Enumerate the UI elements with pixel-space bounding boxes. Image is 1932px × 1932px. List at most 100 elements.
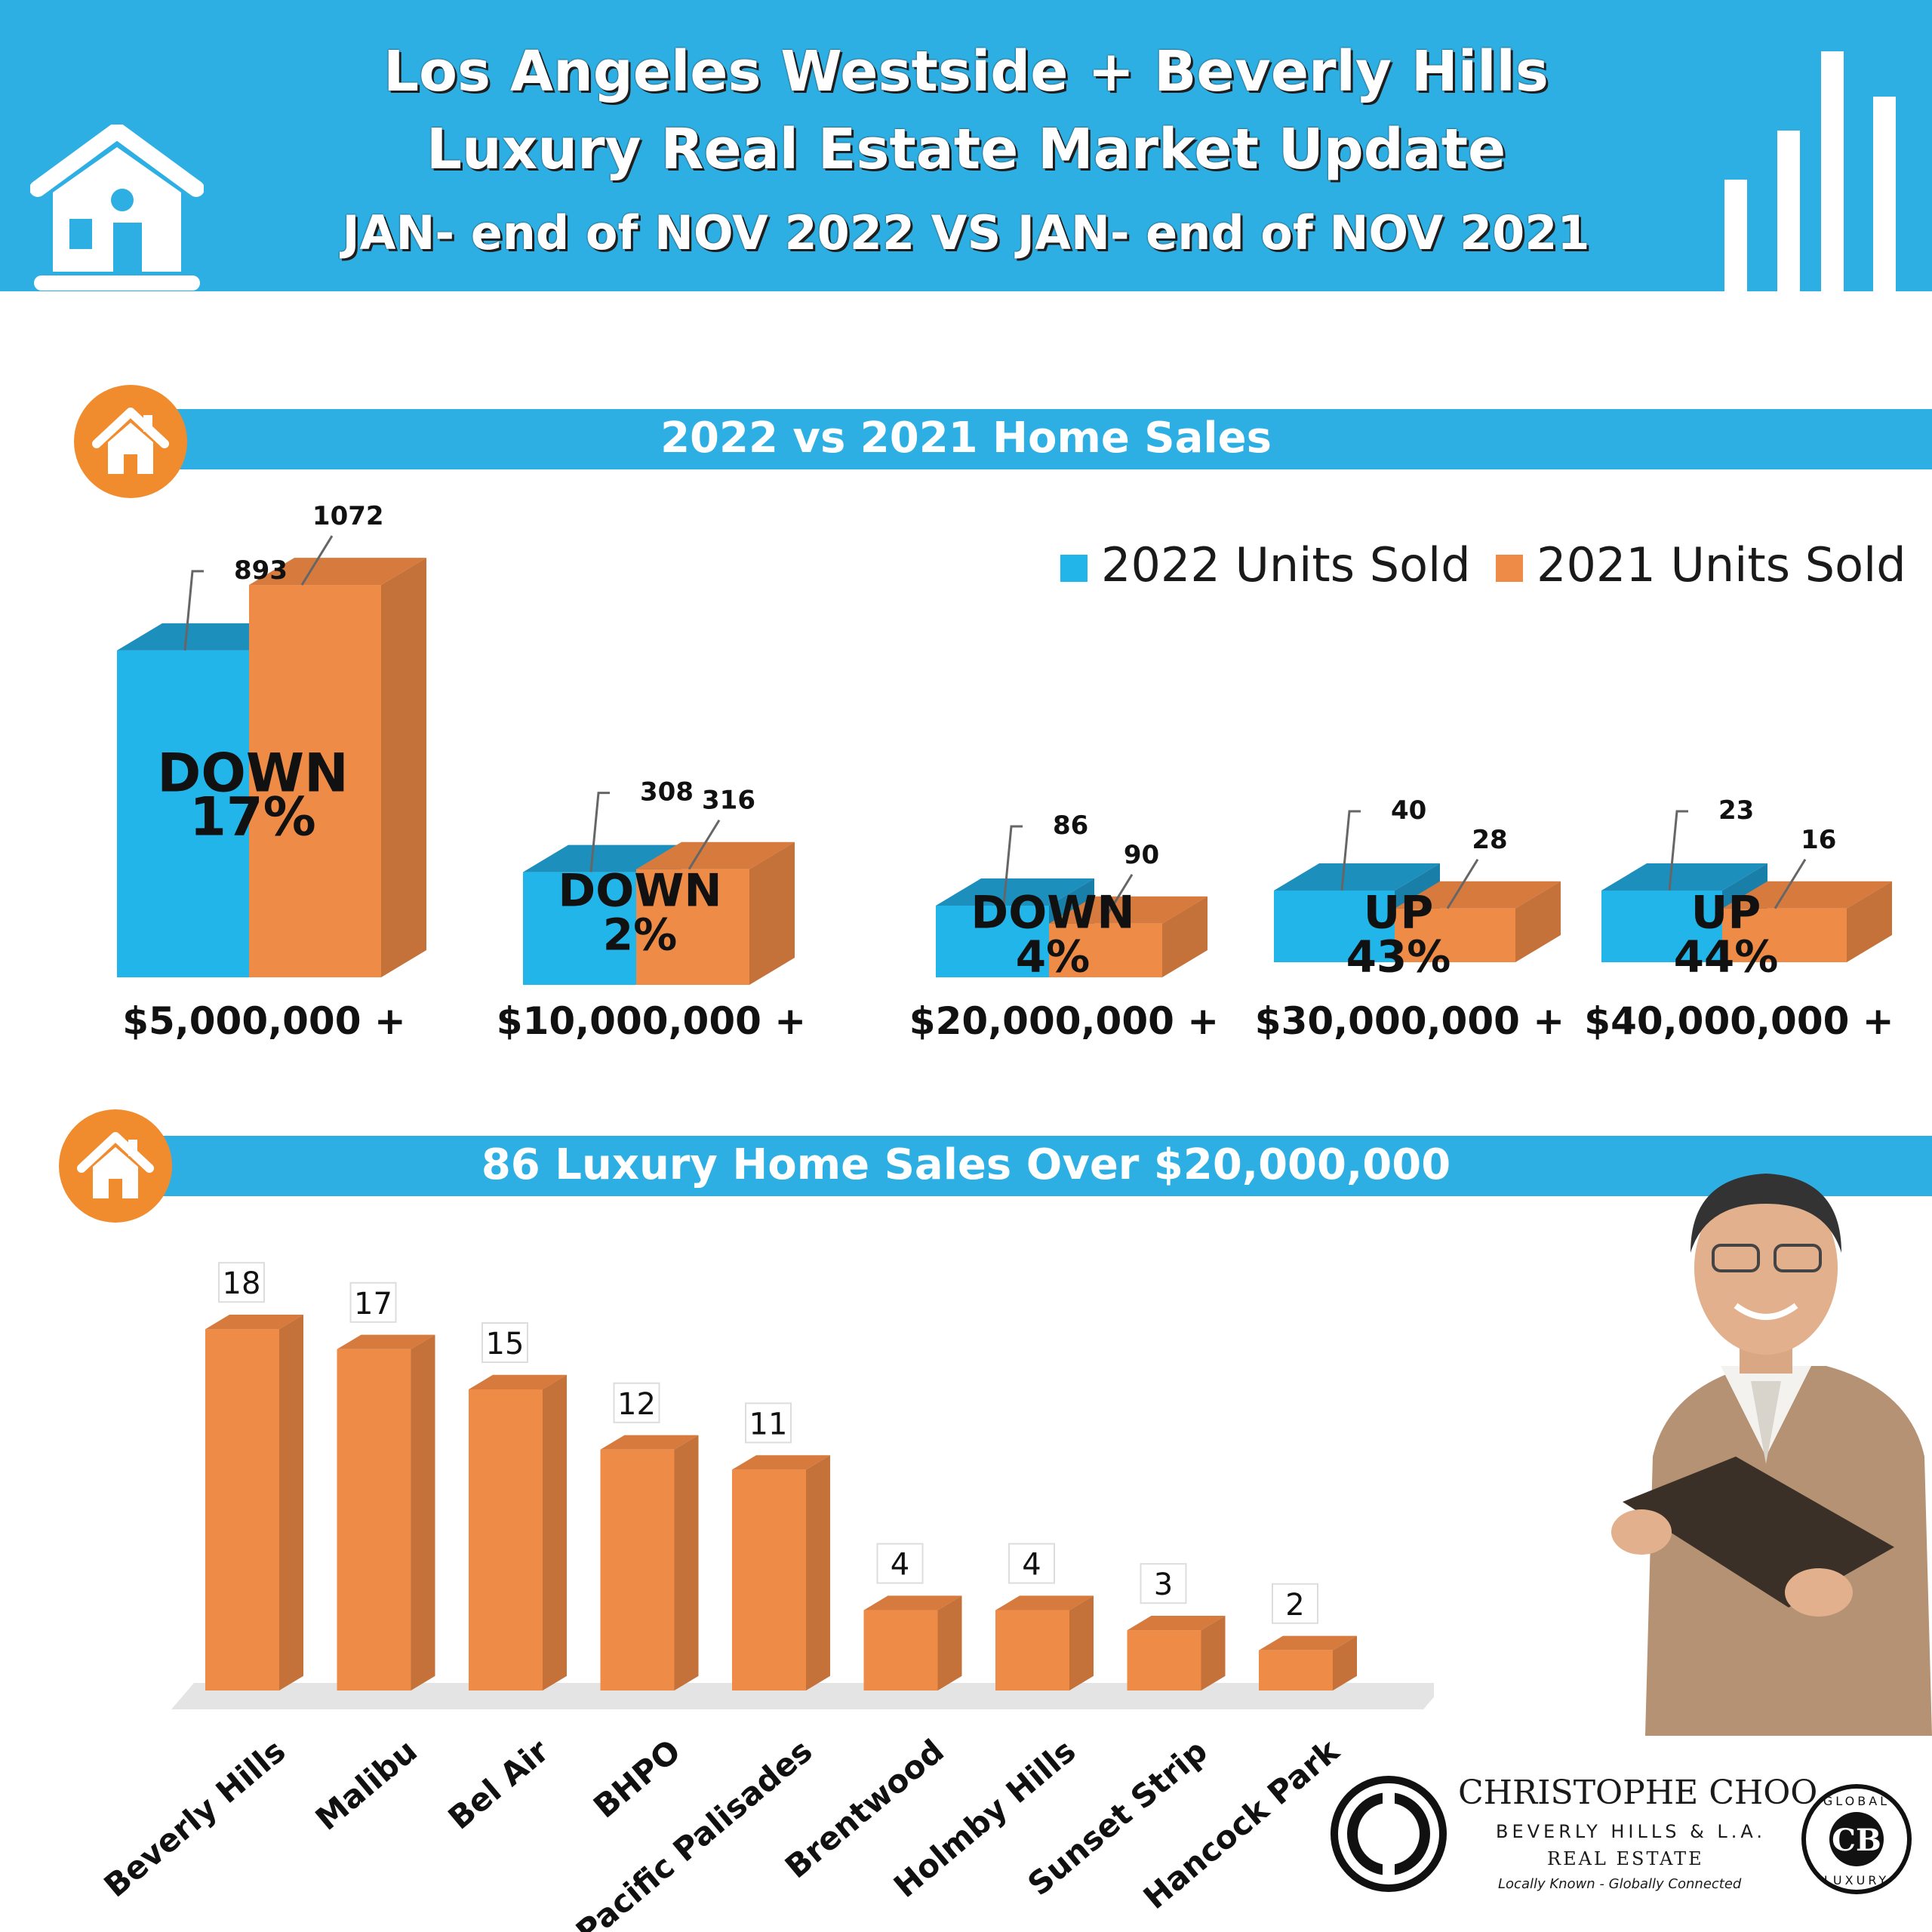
bar-2021-0 [249, 558, 426, 977]
agent-subtitle-line1: BEVERLY HILLS & L.A. [1496, 1821, 1767, 1842]
christophe-choo-logo-icon [1331, 1776, 1447, 1892]
leader-2021-0 [300, 535, 334, 586]
date-range-subtitle: JAN- end of NOV 2022 VS JAN- end of NOV … [342, 205, 1590, 260]
bar-7 [1127, 1616, 1226, 1690]
bar-8 [1259, 1635, 1357, 1690]
section1-badge [74, 385, 187, 498]
value-box-7 [1140, 1563, 1187, 1604]
leader-2021-3 [1446, 858, 1479, 909]
value-label-2022-0: 893 [234, 555, 288, 586]
change-direction-3: UP [1364, 886, 1434, 939]
bar-2021-2 [1049, 896, 1208, 977]
neighborhood-sales-chart: 18 Beverly Hills 17 Malibu 15 Bel Air 12 BHPO 11… [97, 1262, 1434, 1932]
bar-2021-3 [1395, 881, 1561, 962]
section2-title: 86 Luxury Home Sales Over $20,000,000 [481, 1140, 1451, 1189]
leader-2021-2 [1100, 873, 1134, 924]
leader-2022-1 [589, 792, 610, 872]
leader-2022-2 [1002, 825, 1023, 906]
legend-label-2021: 2021 Units Sold [1537, 537, 1906, 592]
change-percent-0: 17% [189, 786, 316, 848]
value-box-4 [745, 1402, 792, 1444]
agent-subtitle-line2: REAL ESTATE [1547, 1848, 1704, 1869]
category-label-0: $5,000,000 + [122, 999, 406, 1043]
section1-title: 2022 vs 2021 Home Sales [660, 414, 1272, 463]
bar-0 [205, 1315, 303, 1690]
change-percent-4: 44% [1674, 931, 1779, 982]
value-label-2022-4: 23 [1718, 795, 1754, 826]
value-label-2022-3: 40 [1391, 795, 1426, 826]
category-label-1: Malibu [309, 1732, 424, 1838]
value-label-2021-1: 316 [702, 786, 755, 816]
home-icon [77, 1132, 154, 1198]
change-percent-1: 2% [603, 909, 677, 960]
value-box-6 [1008, 1543, 1055, 1584]
value-box-2 [481, 1322, 528, 1363]
change-direction-4: UP [1691, 886, 1761, 939]
category-label-3: BHPO [586, 1732, 688, 1825]
section2-badge [59, 1109, 172, 1223]
agent-tagline: Locally Known - Globally Connected [1498, 1876, 1742, 1892]
value-box-1 [349, 1281, 397, 1323]
bar-4 [732, 1455, 830, 1690]
change-direction-1: DOWN [558, 864, 721, 917]
agent-portrait [1611, 1174, 1932, 1736]
leader-2022-0 [183, 570, 204, 651]
main-title-line1: Los Angeles Westside + Beverly Hills [383, 39, 1549, 104]
bar-2 [469, 1374, 567, 1690]
legend-item-2021: 2021 Units Sold [1496, 537, 1906, 592]
header-banner: Los Angeles Westside + Beverly Hills Lux… [0, 0, 1932, 291]
leader-2021-1 [688, 819, 721, 870]
svg-text:LUXURY: LUXURY [1824, 1873, 1889, 1887]
value-label-8: 2 [1285, 1588, 1304, 1623]
value-label-2021-0: 1072 [312, 501, 384, 531]
value-label-7: 3 [1154, 1567, 1173, 1602]
legend-swatch-orange [1496, 554, 1523, 582]
house-icon [30, 125, 204, 291]
global-luxury-badge-icon: CB GLOBAL LUXURY [1801, 1784, 1912, 1894]
category-label-0: Beverly Hills [97, 1732, 293, 1904]
svg-text:CB: CB [1832, 1823, 1881, 1858]
bar-1 [337, 1334, 435, 1690]
category-label-2: Bel Air [441, 1732, 556, 1837]
value-label-2021-3: 28 [1472, 825, 1507, 855]
leader-2022-3 [1340, 810, 1361, 891]
change-percent-2: 4% [1016, 931, 1090, 982]
home-icon [92, 408, 169, 474]
section1-band [151, 409, 1932, 469]
category-label-3: $30,000,000 + [1255, 999, 1564, 1043]
bar-3 [600, 1435, 699, 1690]
category-label-1: $10,000,000 + [497, 999, 806, 1043]
agent-name: CHRISTOPHE CHOO [1458, 1774, 1818, 1812]
value-label-2: 15 [486, 1327, 525, 1361]
bar-6 [995, 1595, 1094, 1690]
value-box-8 [1272, 1583, 1318, 1624]
bar-5 [863, 1595, 962, 1690]
value-label-3: 12 [617, 1387, 656, 1422]
svg-text:GLOBAL: GLOBAL [1823, 1794, 1890, 1808]
value-label-2022-1: 308 [640, 777, 694, 808]
value-label-2021-2: 90 [1124, 840, 1159, 870]
change-percent-3: 43% [1346, 931, 1451, 982]
value-label-2022-2: 86 [1053, 811, 1088, 841]
leader-2021-4 [1774, 858, 1807, 909]
bar-2021-1 [636, 841, 795, 985]
value-label-6: 4 [1022, 1548, 1041, 1583]
value-label-0: 18 [223, 1266, 261, 1301]
main-title-line2: Luxury Real Estate Market Update [426, 117, 1506, 182]
category-label-2: $20,000,000 + [909, 999, 1219, 1043]
value-label-2021-4: 16 [1801, 825, 1836, 855]
bar-chart-icon [1724, 51, 1896, 291]
value-box-0 [218, 1262, 265, 1303]
change-direction-2: DOWN [971, 886, 1134, 939]
section2-band [151, 1136, 1932, 1196]
bar-2021-4 [1722, 881, 1892, 962]
legend-item-2022: 2022 Units Sold [1060, 537, 1471, 592]
category-label-4: $40,000,000 + [1584, 999, 1894, 1043]
value-label-1: 17 [354, 1287, 392, 1321]
value-label-4: 11 [749, 1407, 788, 1441]
value-box-3 [613, 1382, 660, 1423]
leader-2022-4 [1668, 810, 1688, 891]
value-box-5 [876, 1543, 924, 1584]
change-direction-0: DOWN [157, 742, 348, 804]
